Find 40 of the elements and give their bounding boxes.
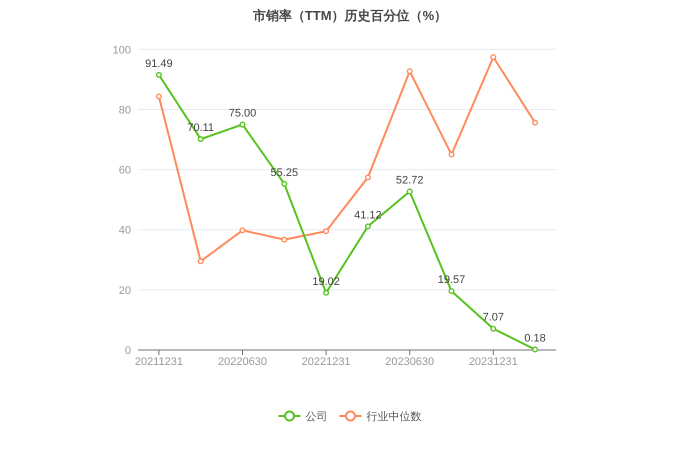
x-tick-label: 20211231 xyxy=(134,356,183,368)
point xyxy=(364,174,371,180)
point xyxy=(448,288,454,294)
point xyxy=(448,152,454,158)
point xyxy=(364,223,371,230)
point xyxy=(240,121,246,128)
data-label: 0.18 xyxy=(524,332,546,344)
legend-label: 行业中位数 xyxy=(366,410,422,423)
x-tick-label: 20231231 xyxy=(468,356,518,368)
x-tick-label: 20230630 xyxy=(385,356,434,368)
y-tick-label: 60 xyxy=(118,164,131,177)
point xyxy=(490,54,496,60)
y-tick-label: 0 xyxy=(124,345,131,357)
point xyxy=(323,290,330,296)
data-label: 75.00 xyxy=(228,107,256,120)
point xyxy=(406,68,413,74)
x-tick-label: 20220630 xyxy=(218,356,267,368)
point xyxy=(323,228,330,234)
point xyxy=(281,180,288,187)
y-tick-label: 40 xyxy=(118,224,131,237)
chart-title: 市销率（TTM）历史百分位（%） xyxy=(252,8,448,23)
data-label: 7.07 xyxy=(482,312,504,324)
point xyxy=(198,258,204,264)
data-label: 52.72 xyxy=(396,174,424,186)
point xyxy=(281,236,288,243)
y-tick-label: 100 xyxy=(112,44,131,56)
data-label: 91.49 xyxy=(145,58,173,70)
x-tick-label: 20221231 xyxy=(302,356,351,368)
point xyxy=(156,94,162,100)
legend-label: 公司 xyxy=(306,411,328,423)
y-tick-label: 80 xyxy=(118,104,131,116)
point xyxy=(198,136,204,142)
point xyxy=(406,188,413,194)
point xyxy=(532,346,538,352)
point xyxy=(240,227,246,234)
point xyxy=(532,120,538,126)
y-tick-label: 20 xyxy=(118,284,131,297)
point xyxy=(490,326,496,332)
point xyxy=(156,72,162,78)
data-label: 41.12 xyxy=(354,209,382,222)
